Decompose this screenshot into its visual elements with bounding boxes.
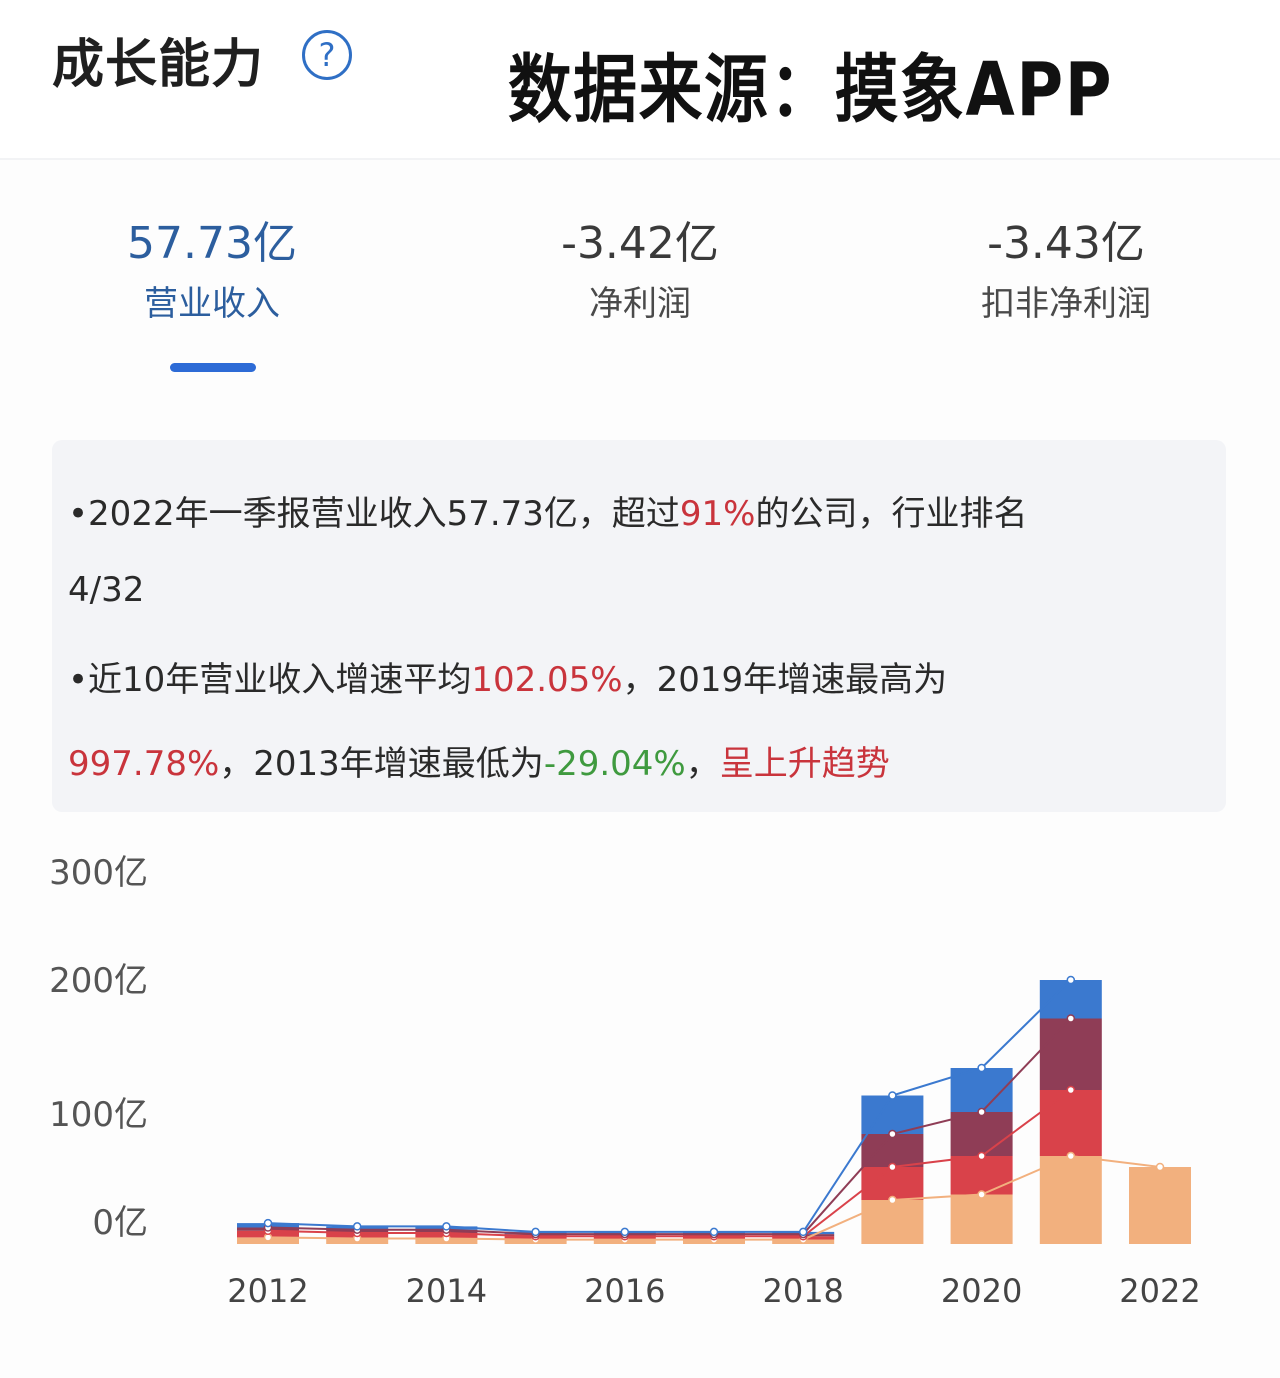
- summary-line-1-suffix: 的公司，行业排名: [755, 494, 1028, 534]
- bar-segment: [861, 1134, 924, 1167]
- bar-segment: [1039, 1156, 1102, 1244]
- summary-line-2: 4/32: [68, 570, 145, 610]
- bar-segment: [950, 1194, 1013, 1244]
- x-tick-label: 2018: [762, 1272, 843, 1310]
- summary-line-3-suffix: ，2019年增速最高为: [622, 660, 948, 700]
- summary-line-3: •近10年营业收入增速平均102.05%，2019年增速最高为: [68, 652, 947, 701]
- x-tick-label: 2012: [227, 1272, 308, 1310]
- data-point: [888, 1162, 897, 1172]
- x-tick-label: 2022: [1119, 1272, 1200, 1310]
- avg-growth-value: 102.05%: [471, 660, 623, 700]
- min-growth-value: -29.04%: [543, 744, 686, 784]
- summary-line-3-prefix: •近10年营业收入增速平均: [68, 660, 472, 700]
- summary-line-4-sep: ，: [685, 744, 720, 784]
- bar-segment: [1039, 980, 1102, 1019]
- y-tick-label: 100亿: [49, 1095, 148, 1135]
- data-point: [263, 1218, 273, 1228]
- data-point: [442, 1222, 451, 1231]
- summary-line-4: 997.78%，2013年增速最低为-29.04%，呈上升趋势: [68, 736, 890, 785]
- data-point: [977, 1151, 986, 1161]
- data-point: [888, 1091, 897, 1100]
- y-tick-label: 300亿: [49, 853, 148, 893]
- page-title: 成长能力: [52, 35, 265, 95]
- data-point: [888, 1195, 897, 1205]
- x-tick-label: 2020: [941, 1272, 1022, 1310]
- help-icon[interactable]: ?: [302, 30, 352, 80]
- series-line: [267, 1017, 1072, 1236]
- data-point: [531, 1227, 540, 1237]
- tab-net-profit-label: 净利润: [589, 284, 691, 324]
- x-tick-label: 2014: [406, 1272, 487, 1310]
- bar-segment: [1039, 1018, 1102, 1090]
- tab-deducted-net-profit[interactable]: -3.43亿 扣非净利润: [916, 214, 1216, 332]
- y-tick-label: 200亿: [49, 961, 148, 1001]
- data-point: [977, 1190, 986, 1199]
- data-point: [977, 1107, 986, 1117]
- summary-line-4-mid: ，2013年增速最低为: [219, 744, 544, 784]
- data-point: [1155, 1162, 1165, 1172]
- bar-segment: [1129, 1167, 1191, 1244]
- series-line: [267, 979, 1072, 1233]
- source-watermark: 数据来源：摸象APP: [508, 47, 1114, 133]
- header: 成长能力 ? 数据来源：摸象APP: [0, 0, 1280, 160]
- data-point: [620, 1227, 630, 1237]
- data-point: [977, 1063, 986, 1073]
- bar-segment: [1039, 1090, 1102, 1156]
- series-line: [267, 1089, 1072, 1238]
- percentile-value: 91%: [679, 494, 756, 534]
- tab-deducted-net-profit-label: 扣非净利润: [981, 284, 1151, 324]
- tab-net-profit[interactable]: -3.42亿 净利润: [490, 214, 790, 332]
- x-tick-label: 2016: [584, 1272, 665, 1310]
- bar-segment: [950, 1156, 1013, 1195]
- data-point: [798, 1227, 808, 1237]
- bar-segment: [950, 1112, 1013, 1156]
- data-point: [1066, 1014, 1076, 1023]
- summary-line-1: •2022年一季报营业收入57.73亿，超过91%的公司，行业排名: [68, 486, 1028, 535]
- max-growth-value: 997.78%: [68, 744, 220, 784]
- tab-revenue-label: 营业收入: [144, 284, 280, 324]
- summary-box: •2022年一季报营业收入57.73亿，超过91%的公司，行业排名 4/32 •…: [52, 440, 1226, 812]
- data-point: [888, 1129, 897, 1139]
- revenue-chart: 0亿 100亿 200亿 300亿 2012 2014 2016 2018 2020 2022: [49, 853, 1201, 1310]
- data-point: [1066, 975, 1076, 985]
- y-tick-label: 0亿: [92, 1203, 148, 1243]
- tab-net-profit-value: -3.42亿: [561, 218, 719, 269]
- summary-line-1-prefix: •2022年一季报营业收入57.73亿，超过: [68, 494, 680, 534]
- bar-segment: [861, 1200, 924, 1244]
- active-tab-indicator: [170, 363, 256, 372]
- data-point: [1066, 1151, 1076, 1161]
- tab-revenue-value: 57.73亿: [127, 218, 297, 269]
- data-point: [1066, 1085, 1076, 1095]
- tab-revenue[interactable]: 57.73亿 营业收入: [62, 214, 362, 332]
- trend-text: 呈上升趋势: [719, 744, 890, 784]
- data-point: [709, 1227, 719, 1237]
- tab-deducted-net-profit-value: -3.43亿: [987, 218, 1145, 269]
- data-point: [352, 1222, 362, 1231]
